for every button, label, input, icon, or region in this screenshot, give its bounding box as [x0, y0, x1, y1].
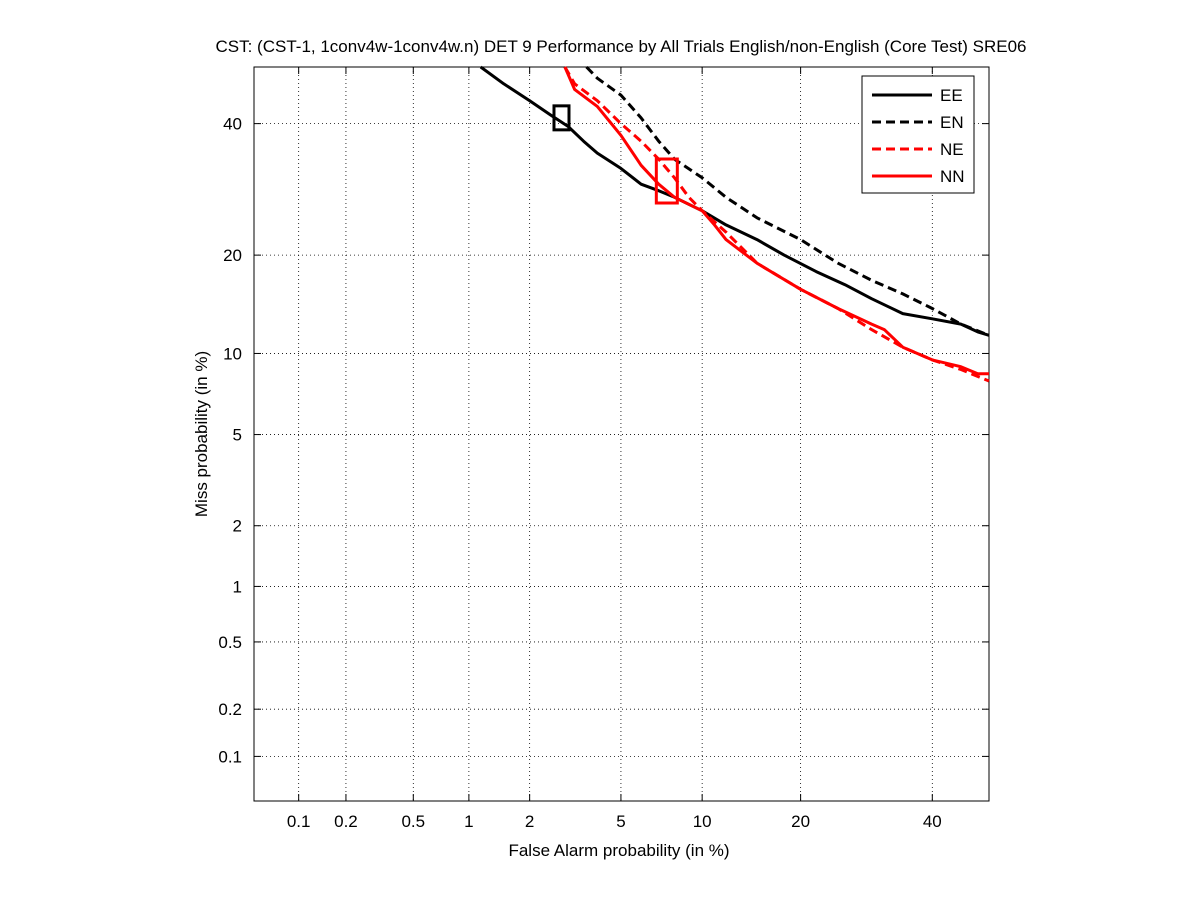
x-tick-label: 40	[923, 812, 942, 831]
y-tick-label: 1	[233, 577, 242, 596]
y-tick-label: 20	[223, 246, 242, 265]
y-tick-label: 2	[233, 517, 242, 536]
legend-label-nn: NN	[940, 167, 965, 186]
x-tick-label: 2	[525, 812, 534, 831]
series-line-en	[585, 65, 990, 337]
operating-point-markers	[552, 104, 679, 205]
y-tick-label: 5	[233, 426, 242, 445]
legend: EE EN NE NN	[861, 75, 975, 194]
x-tick-label: 20	[791, 812, 810, 831]
legend-label-ee: EE	[940, 86, 963, 105]
x-tick-label: 0.5	[401, 812, 425, 831]
series-group	[479, 65, 990, 383]
axis-ticks: 0.1 0.2 0.5 1 2 5 10 20 40 0.1 0.2 0.5 1 2 5 10 20 40	[218, 67, 989, 831]
plot-frame	[253, 66, 990, 802]
series-line-nn	[563, 66, 989, 376]
x-tick-label: 0.2	[334, 812, 358, 831]
x-axis-label: False Alarm probability (in %)	[508, 841, 729, 860]
x-tick-label: 1	[464, 812, 473, 831]
legend-label-en: EN	[940, 113, 964, 132]
marker-ee	[552, 104, 571, 132]
y-tick-label: 0.1	[218, 747, 242, 766]
x-tick-label: 0.1	[287, 812, 311, 831]
legend-label-ne: NE	[940, 140, 964, 159]
marker-nn	[654, 157, 679, 205]
x-tick-label: 5	[616, 812, 625, 831]
y-tick-label: 0.2	[218, 700, 242, 719]
y-tick-label: 0.5	[218, 633, 242, 652]
x-tick-label: 10	[693, 812, 712, 831]
y-axis-label: Miss probability (in %)	[192, 351, 211, 517]
y-tick-label: 40	[223, 115, 242, 134]
chart-title: CST: (CST-1, 1conv4w-1conv4w.n) DET 9 Pe…	[216, 37, 1027, 56]
y-tick-label: 10	[223, 344, 242, 363]
